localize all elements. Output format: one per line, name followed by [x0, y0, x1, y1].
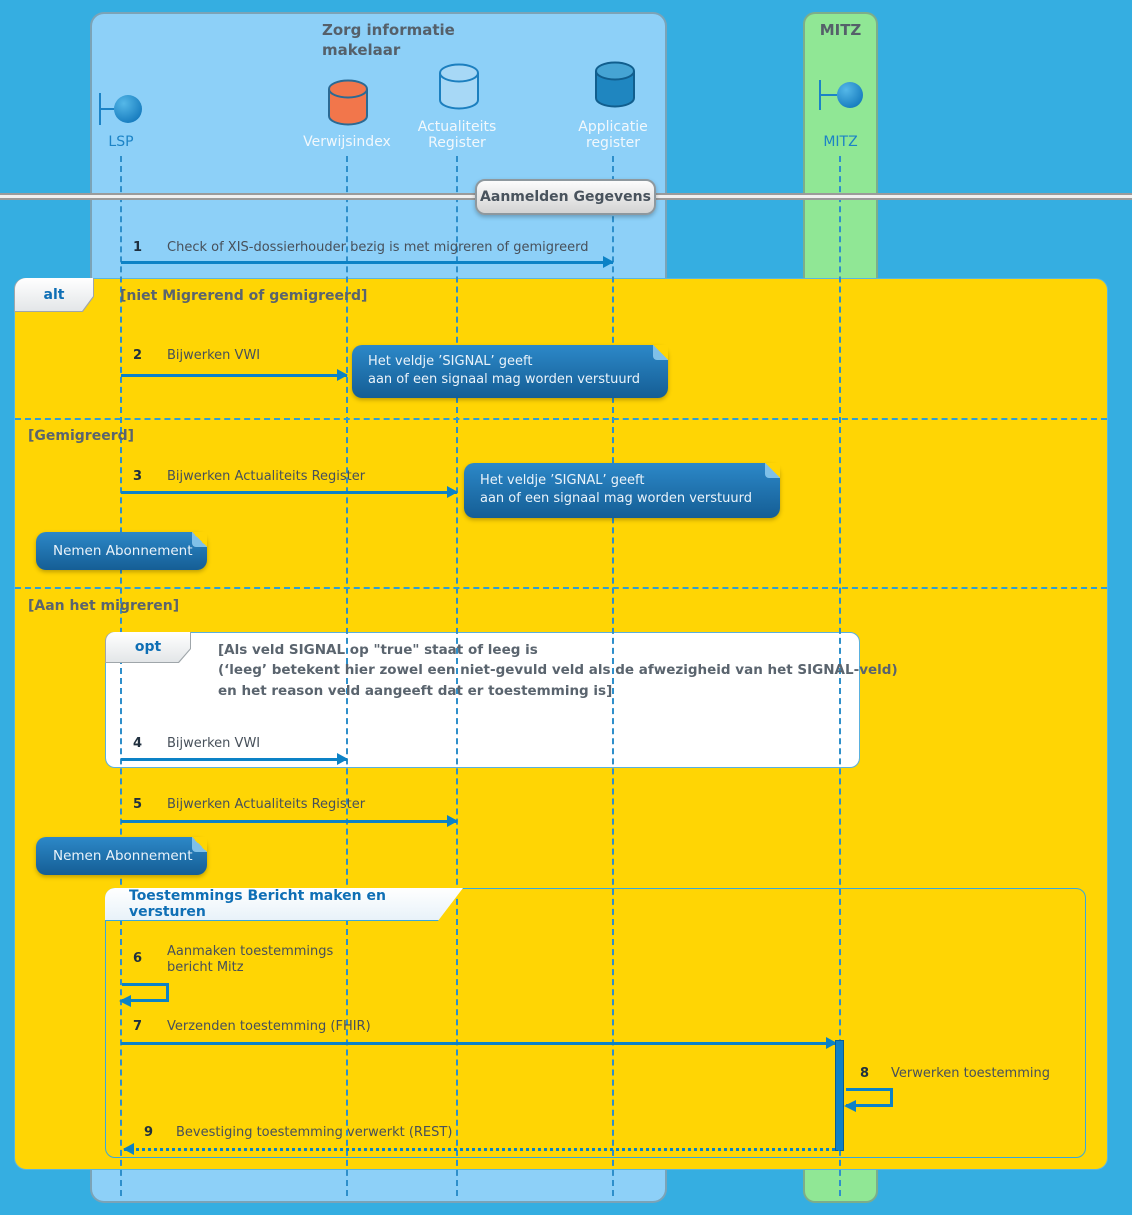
opt-condition: [Als veld SIGNAL op "true" staat of leeg…: [218, 642, 898, 699]
message-4-text: Bijwerken VWI: [167, 736, 261, 751]
opt-keyword-text: opt: [134, 639, 162, 655]
participant-label-actualiteits: Actualiteits Register: [417, 119, 497, 151]
message-2-arrow: [121, 369, 348, 381]
participant-label-verwijsindex: Verwijsindex: [303, 134, 391, 150]
group-frame: [105, 888, 1086, 1158]
lifeline-mitz: [839, 156, 841, 1196]
divider-label-text: Aanmelden Gegevens: [480, 189, 651, 205]
alt-condition-3: [Aan het migreren]: [28, 598, 180, 614]
lsp-boundary-icon: [97, 92, 145, 126]
message-7-number: 7: [133, 1019, 143, 1034]
opt-keyword-label: opt: [105, 632, 191, 663]
message-6-arrowhead: [119, 995, 131, 1007]
participant-label-mitz: MITZ: [823, 134, 858, 150]
alt-keyword-text: alt: [43, 286, 65, 303]
message-5-text: Bijwerken Actualiteits Register: [167, 797, 366, 812]
opt-frame: [105, 632, 860, 768]
lifeline-lsp: [120, 156, 122, 1196]
message-8-number: 8: [860, 1066, 870, 1081]
mitz-container-title: MITZ: [819, 21, 862, 39]
alt-condition-1: [niet Migrerend of gemigreerd]: [120, 288, 368, 304]
message-3-arrow: [121, 486, 458, 498]
lifeline-applicatie: [612, 156, 614, 1196]
message-5-arrow: [121, 815, 458, 827]
message-4-number: 4: [133, 736, 143, 751]
message-3-number: 3: [133, 469, 143, 484]
message-8-text: Verwerken toestemming: [891, 1066, 1050, 1081]
lifeline-verwijsindex: [346, 156, 348, 1196]
message-2-text: Bijwerken VWI: [167, 348, 261, 363]
alt-section-divider-2: [15, 587, 1107, 589]
applicatie-database-icon: [593, 61, 637, 109]
note-signal-1: Het veldje ’SIGNAL’ geeft aan of een sig…: [352, 345, 668, 398]
mitz-boundary-icon: [817, 79, 865, 111]
note-signal-2: Het veldje ’SIGNAL’ geeft aan of een sig…: [464, 463, 780, 518]
alt-keyword-label: alt: [14, 278, 94, 312]
participant-label-applicatie: Applicatie register: [578, 119, 648, 151]
verwijsindex-database-icon: [326, 79, 370, 127]
message-7-arrow: [121, 1037, 837, 1049]
message-6-self-arrow: [122, 983, 169, 1002]
lifeline-actualiteits: [456, 156, 458, 1196]
message-3-text: Bijwerken Actualiteits Register: [167, 469, 366, 484]
divider-label: Aanmelden Gegevens: [475, 179, 656, 215]
message-9-text: Bevestiging toestemming verwerkt (REST): [176, 1125, 453, 1140]
message-2-number: 2: [133, 348, 143, 363]
actualiteits-database-icon: [437, 63, 481, 111]
note-abonnement-1: Nemen Abonnement: [36, 532, 207, 570]
message-7-text: Verzenden toestemming (FHIR): [167, 1019, 371, 1034]
mitz-activation-bar: [835, 1040, 844, 1151]
participant-label-lsp: LSP: [108, 134, 134, 150]
zim-container-title: Zorg informatie makelaar: [322, 21, 455, 60]
message-6-text: Aanmaken toestemmings bericht Mitz: [167, 944, 334, 976]
message-8-arrowhead: [844, 1100, 856, 1112]
group-frame-header: Toestemmings Bericht maken en versturen: [105, 888, 463, 921]
message-5-number: 5: [133, 797, 143, 812]
alt-condition-2: [Gemigreerd]: [28, 428, 135, 444]
message-6-number: 6: [133, 951, 143, 966]
message-1-text: Check of XIS-dossierhouder bezig is met …: [167, 240, 589, 255]
note-abonnement-2: Nemen Abonnement: [36, 837, 207, 875]
group-frame-title: Toestemmings Bericht maken en versturen: [129, 888, 386, 920]
message-1-number: 1: [133, 240, 143, 255]
message-4-arrow: [121, 753, 348, 765]
message-9-arrow: [123, 1143, 840, 1155]
message-9-number: 9: [144, 1125, 154, 1140]
message-8-self-arrow: [846, 1088, 893, 1107]
message-1-arrow: [121, 256, 614, 268]
alt-section-divider-1: [15, 418, 1107, 420]
